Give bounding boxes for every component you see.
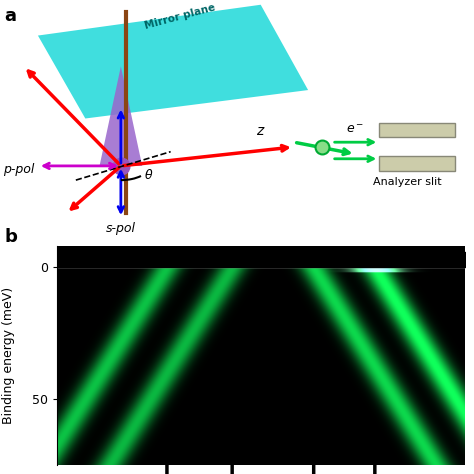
Text: z: z: [256, 124, 263, 138]
FancyBboxPatch shape: [379, 123, 455, 137]
FancyBboxPatch shape: [379, 156, 455, 171]
Polygon shape: [100, 66, 142, 166]
Text: Analyzer slit: Analyzer slit: [374, 177, 442, 187]
Text: $k_4$: $k_4$: [367, 423, 383, 441]
Text: a: a: [5, 7, 17, 25]
Text: Mirror plane: Mirror plane: [144, 2, 217, 31]
Polygon shape: [38, 5, 308, 118]
Text: $k_2$: $k_2$: [225, 423, 240, 441]
Text: $k_3$: $k_3$: [306, 423, 321, 441]
Text: b: b: [5, 228, 18, 246]
Text: θ: θ: [145, 169, 152, 182]
Text: $e^-$: $e^-$: [346, 123, 365, 136]
Text: s-pol: s-pol: [106, 222, 136, 235]
Text: p-pol: p-pol: [3, 163, 35, 176]
Text: Binding energy (meV): Binding energy (meV): [2, 287, 15, 424]
Text: $k_1$: $k_1$: [159, 423, 174, 441]
